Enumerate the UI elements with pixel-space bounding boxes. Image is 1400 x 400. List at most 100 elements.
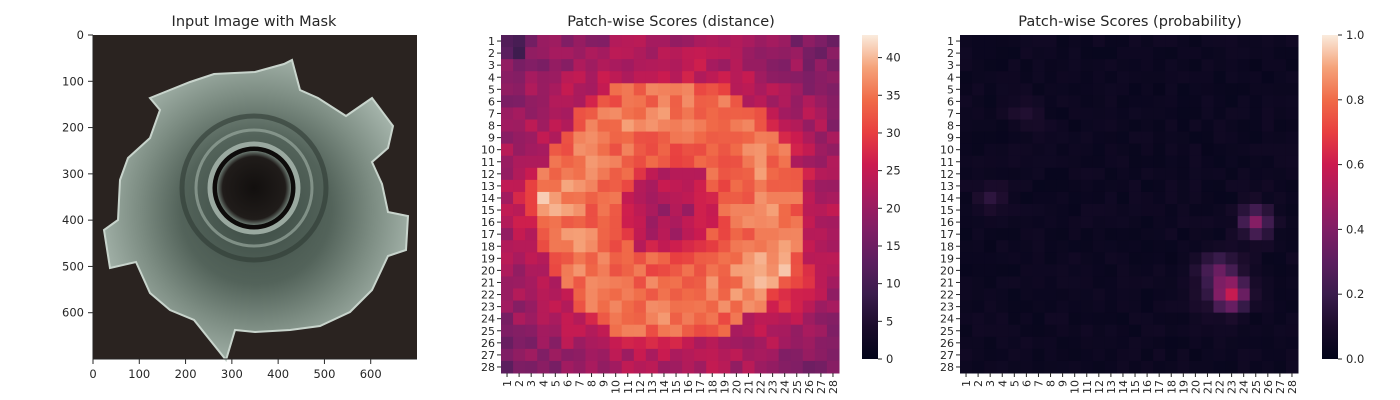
heatmap-cell	[996, 179, 1009, 193]
heatmap-cell	[754, 191, 768, 205]
heatmap-cell	[984, 191, 997, 205]
colorbar-tick-label: 0.0	[1346, 352, 1364, 366]
heatmap-cell	[585, 83, 599, 96]
heatmap-cell	[1225, 348, 1239, 362]
heatmap-cell	[1189, 312, 1202, 326]
heatmap-cell	[501, 107, 514, 120]
heatmap-cell	[972, 312, 985, 326]
heatmap-cell	[525, 216, 538, 229]
heatmap-cell	[802, 360, 816, 374]
heatmap-cell	[996, 167, 1009, 181]
heatmap-cell	[718, 360, 731, 374]
heatmap-cell	[1249, 240, 1263, 253]
heatmap-cell	[1189, 264, 1202, 277]
heatmap-cell	[1104, 119, 1118, 133]
heatmap-cell	[1237, 179, 1251, 193]
heatmap-cell	[561, 167, 574, 181]
heatmap-cell	[537, 59, 550, 72]
heatmap-cell	[802, 107, 816, 120]
heatmap-cell	[960, 360, 973, 374]
heatmap-cell	[1129, 348, 1142, 362]
heatmap-cell	[597, 300, 611, 314]
heatmap-cell	[1032, 143, 1045, 157]
heatmap-cell	[1104, 95, 1118, 108]
heatmap-cell	[742, 59, 755, 72]
heatmap-cell	[1141, 276, 1154, 289]
heatmap-cell	[561, 143, 574, 157]
heatmap-cell	[1080, 228, 1094, 241]
colorbar-tick-label: 25	[886, 164, 901, 178]
heatmap-cell	[694, 252, 707, 265]
x-tick-label: 21	[1201, 380, 1214, 394]
heatmap-cell	[1237, 95, 1251, 108]
heatmap-cell	[1249, 216, 1263, 229]
heatmap-cell	[718, 107, 731, 120]
heatmap-cell	[1020, 312, 1033, 326]
y-tick-label: 10	[940, 144, 954, 157]
heatmap-cell	[960, 119, 973, 133]
y-tick-label: 6	[947, 95, 954, 108]
heatmap-cell	[1285, 324, 1299, 338]
heatmap-cell	[984, 324, 997, 338]
heatmap-cell	[537, 143, 550, 157]
heatmap-cell	[1273, 119, 1287, 133]
heatmap-cell	[633, 252, 647, 265]
heatmap-cell	[1273, 204, 1287, 217]
x-tick-label: 2	[513, 380, 526, 387]
heatmap-cell	[802, 336, 816, 350]
heatmap-cell	[537, 336, 550, 350]
heatmap-cell	[742, 360, 755, 374]
heatmap-cell	[501, 204, 514, 217]
heatmap-cell	[742, 143, 755, 157]
heatmap-cell	[1165, 179, 1178, 193]
heatmap-cell	[597, 107, 611, 120]
heatmap-cell	[706, 35, 719, 48]
heatmap-cell	[537, 35, 550, 48]
heatmap-cell	[657, 191, 671, 205]
heatmap-cell	[1008, 348, 1021, 362]
heatmap-cell	[1141, 35, 1154, 48]
heatmap-cell	[754, 179, 768, 193]
heatmap-cell	[1008, 155, 1021, 169]
heatmap-cell	[597, 47, 611, 60]
heatmap-cell	[730, 240, 743, 253]
x-tick-label: 23	[767, 380, 780, 394]
heatmap-cell	[1008, 71, 1021, 84]
heatmap-cell	[984, 119, 997, 133]
y-tick-label: 17	[940, 228, 954, 241]
heatmap-cell	[1249, 336, 1263, 350]
heatmap-cell	[754, 71, 768, 84]
heatmap-cell	[1056, 167, 1070, 181]
heatmap-cell	[1056, 119, 1070, 133]
heatmap-cell	[996, 131, 1009, 145]
heatmap-cell	[972, 204, 985, 217]
heatmap-cell	[694, 131, 707, 145]
heatmap-cell	[609, 360, 623, 374]
heatmap-cell	[1056, 59, 1070, 72]
heatmap-cell	[972, 95, 985, 108]
heatmap-cell	[1189, 83, 1202, 96]
heatmap-cell	[657, 35, 671, 48]
heatmap-cell	[657, 360, 671, 374]
heatmap-cell	[561, 336, 574, 350]
heatmap-cell	[1129, 252, 1142, 265]
heatmap-cell	[682, 59, 695, 72]
y-tick-label: 18	[481, 240, 495, 253]
heatmap-cell	[585, 348, 599, 362]
y-tick-label: 15	[940, 204, 954, 217]
heatmap-cell	[1237, 131, 1251, 145]
heatmap-cell	[670, 95, 683, 108]
heatmap-cell	[501, 119, 514, 133]
heatmap-cell	[1189, 35, 1202, 48]
heatmap-cell	[1165, 288, 1178, 302]
x-tick-label: 17	[1153, 380, 1166, 394]
heatmap-cell	[1056, 228, 1070, 241]
heatmap-cell	[1165, 167, 1178, 181]
heatmap-cell	[766, 131, 780, 145]
heatmap-cell	[984, 35, 997, 48]
heatmap-cell	[972, 107, 985, 120]
heatmap-cell	[501, 179, 514, 193]
heatmap-cell	[1020, 360, 1033, 374]
chart-title: Patch-wise Scores (probability)	[1018, 14, 1241, 30]
heatmap-cell	[984, 276, 997, 289]
